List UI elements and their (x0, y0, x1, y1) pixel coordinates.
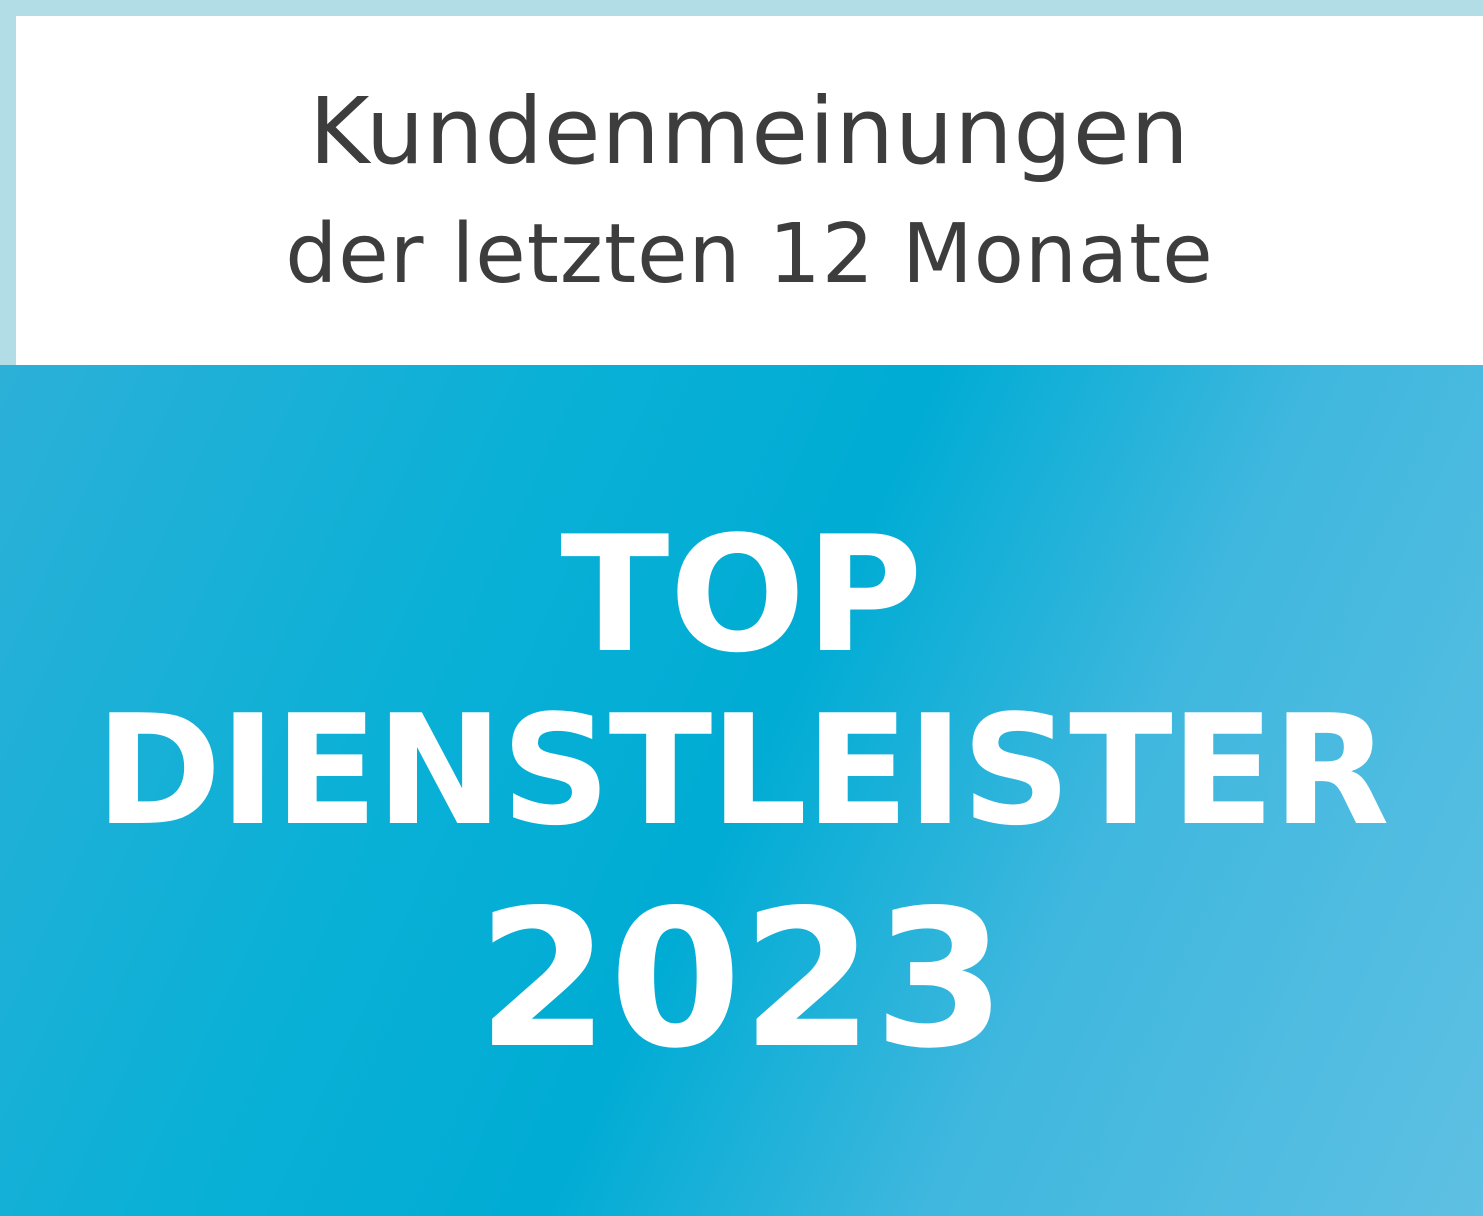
header-panel: Kundenmeinungen der letzten 12 Monate (16, 16, 1483, 365)
award-title: DIENSTLEISTER (95, 682, 1389, 859)
header-subtitle: der letzten 12 Monate (285, 207, 1214, 302)
award-year: 2023 (477, 869, 1006, 1090)
award-top: TOP (560, 501, 923, 688)
header-title: Kundenmeinungen (309, 78, 1190, 185)
award-panel: TOP DIENSTLEISTER 2023 (0, 365, 1483, 1216)
